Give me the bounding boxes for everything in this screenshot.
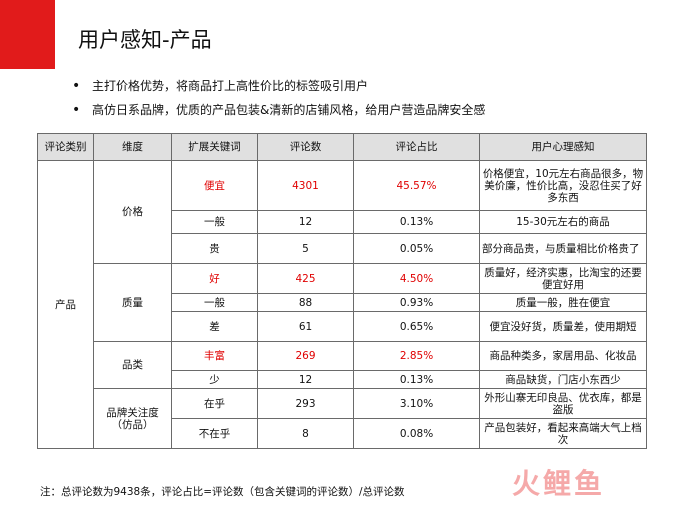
bullet-item: 主打价格优势，将商品打上高性价比的标签吸引用户	[72, 74, 485, 98]
footnote: 注：总评论数为9438条，评论占比=评论数（包含关键词的评论数）/总评论数	[40, 486, 405, 498]
count-cell: 8	[257, 418, 354, 449]
keyword-cell: 一般	[171, 293, 258, 312]
count-cell: 61	[257, 311, 354, 342]
count-cell: 88	[257, 293, 354, 312]
perception-cell: 价格便宜，10元左右商品很多，物美价廉，性价比高，没忍住买了好多东西	[479, 160, 647, 211]
share-cell: 0.65%	[353, 311, 480, 342]
count-cell: 293	[257, 388, 354, 419]
table-row: 产品 价格 便宜 4301 45.57% 价格便宜，10元左右商品很多，物美价廉…	[37, 160, 647, 449]
bullet-item: 高仿日系品牌，优质的产品包装&清新的店铺风格，给用户营造品牌安全感	[72, 98, 485, 122]
keyword-cell: 差	[171, 311, 258, 342]
perception-cell: 部分商品贵，与质量相比价格贵了	[479, 233, 647, 264]
comment-table: 评论类别 维度 扩展关键词 评论数 评论占比 用户心理感知 产品 价格 便宜 4…	[37, 133, 647, 449]
share-cell: 0.05%	[353, 233, 480, 264]
count-cell: 269	[257, 341, 354, 371]
share-cell: 0.13%	[353, 370, 480, 389]
share-cell: 4.50%	[353, 263, 480, 294]
header-dimension: 维度	[93, 133, 172, 161]
perception-cell: 质量一般，胜在便宜	[479, 293, 647, 312]
share-cell: 45.57%	[353, 160, 480, 211]
keyword-cell: 一般	[171, 210, 258, 234]
page-title: 用户感知-产品	[78, 28, 212, 52]
perception-cell: 外形山寨无印良品、优衣库，都是盗版	[479, 388, 647, 419]
table-row: 差 61 0.65% 便宜没好货，质量差，使用期短	[38, 311, 647, 342]
header-keyword: 扩展关键词	[171, 133, 258, 161]
perception-cell: 商品缺货，门店小东西少	[479, 370, 647, 389]
table-row: 不在乎 8 0.08% 产品包装好，看起来高端大气上档次	[38, 418, 647, 449]
table-row: 品类 丰富 269 2.85% 商品种类多，家居用品、化妆品	[38, 341, 647, 389]
perception-cell: 质量好，经济实惠，比淘宝的还要便宜好用	[479, 263, 647, 294]
keyword-cell: 在乎	[171, 388, 258, 419]
count-cell: 5	[257, 233, 354, 264]
share-cell: 0.93%	[353, 293, 480, 312]
table-row: 少 12 0.13% 商品缺货，门店小东西少	[38, 370, 647, 389]
perception-cell: 便宜没好货，质量差，使用期短	[479, 311, 647, 342]
count-cell: 4301	[257, 160, 354, 211]
dimension-cell: 品牌关注度（仿品）	[93, 388, 172, 449]
header-category: 评论类别	[37, 133, 94, 161]
table-row: 质量 好 425 4.50% 质量好，经济实惠，比淘宝的还要便宜好用	[38, 263, 647, 342]
table-row: 贵 5 0.05% 部分商品贵，与质量相比价格贵了	[38, 233, 647, 264]
perception-cell: 产品包装好，看起来高端大气上档次	[479, 418, 647, 449]
count-cell: 425	[257, 263, 354, 294]
header-count: 评论数	[257, 133, 354, 161]
share-cell: 2.85%	[353, 341, 480, 371]
bullet-list: 主打价格优势，将商品打上高性价比的标签吸引用户 高仿日系品牌，优质的产品包装&清…	[72, 74, 485, 122]
keyword-cell: 不在乎	[171, 418, 258, 449]
keyword-cell: 贵	[171, 233, 258, 264]
keyword-cell: 丰富	[171, 341, 258, 371]
header-perception: 用户心理感知	[479, 133, 647, 161]
share-cell: 0.13%	[353, 210, 480, 234]
dimension-cell: 品类	[93, 341, 172, 389]
header-share: 评论占比	[353, 133, 480, 161]
table-header-row: 评论类别 维度 扩展关键词 评论数 评论占比 用户心理感知	[37, 133, 647, 161]
keyword-cell: 少	[171, 370, 258, 389]
dimension-cell: 质量	[93, 263, 172, 342]
keyword-cell: 好	[171, 263, 258, 294]
table-row: 一般 12 0.13% 15-30元左右的商品	[38, 210, 647, 234]
keyword-cell: 便宜	[171, 160, 258, 211]
share-cell: 0.08%	[353, 418, 480, 449]
count-cell: 12	[257, 210, 354, 234]
count-cell: 12	[257, 370, 354, 389]
accent-bar	[0, 0, 55, 69]
brand-logo: 火鲤鱼	[512, 467, 606, 500]
table-row: 品牌关注度（仿品） 在乎 293 3.10% 外形山寨无印良品、优衣库，都是盗版	[38, 388, 647, 449]
perception-cell: 15-30元左右的商品	[479, 210, 647, 234]
perception-cell: 商品种类多，家居用品、化妆品	[479, 341, 647, 371]
dimension-cell: 价格	[93, 160, 172, 264]
category-cell: 产品	[37, 160, 94, 449]
share-cell: 3.10%	[353, 388, 480, 419]
